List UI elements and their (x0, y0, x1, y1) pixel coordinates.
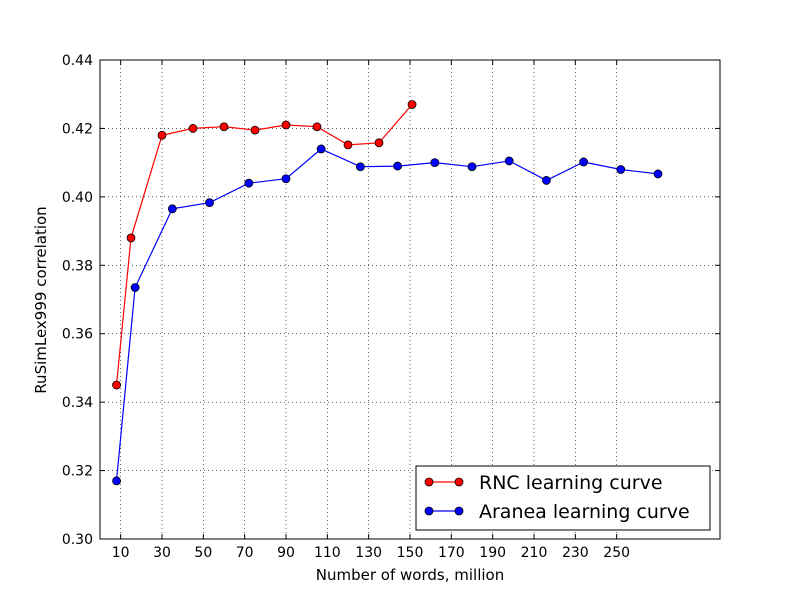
data-point-rnc (112, 380, 121, 390)
y-tick-label: 0.36 (62, 327, 93, 343)
data-point-rnc (374, 138, 384, 148)
x-tick-label: 210 (521, 545, 548, 561)
series-line-aranea (115, 148, 659, 481)
data-point-rnc (126, 233, 136, 243)
y-tick-label: 0.32 (62, 464, 93, 480)
y-tick-label: 0.38 (62, 258, 93, 274)
legend-box (415, 465, 711, 531)
x-tick-label: 70 (236, 545, 254, 561)
x-tick-label: 110 (314, 545, 341, 561)
legend-marker-aranea (454, 506, 464, 516)
data-point-aranea (130, 283, 140, 292)
y-tick-label: 0.34 (62, 395, 93, 411)
x-tick-label: 50 (194, 545, 212, 561)
x-tick-label: 130 (355, 545, 382, 561)
legend-label-rnc: RNC learning curve (479, 472, 663, 494)
x-tick-label: 10 (112, 545, 130, 561)
legend-label-aranea: Aranea learning curve (479, 501, 690, 523)
data-point-aranea (316, 144, 326, 154)
x-axis-label: Number of words, million (316, 566, 504, 584)
data-point-aranea (504, 156, 514, 166)
axis-ticks: 10 30 50 70 90 110 130 150 170 190 210 230 250 0.30 0.… (62, 53, 720, 561)
data-point-aranea (616, 165, 626, 174)
data-point-rnc (281, 120, 291, 130)
data-point-aranea (281, 174, 291, 184)
data-point-aranea (579, 157, 588, 167)
x-tick-label: 170 (438, 545, 465, 561)
data-point-aranea (205, 198, 214, 208)
x-tick-label: 150 (397, 545, 424, 561)
legend: RNC learning curve Aranea learning curve (415, 465, 711, 531)
data-point-aranea (244, 178, 254, 188)
data-point-rnc (250, 125, 260, 135)
data-point-aranea (393, 161, 403, 171)
legend-marker-rnc (454, 477, 464, 487)
data-point-rnc (312, 122, 322, 132)
x-tick-label: 250 (603, 545, 630, 561)
x-tick-label: 90 (277, 545, 295, 561)
data-point-aranea (355, 162, 365, 172)
data-point-rnc (219, 122, 229, 132)
data-point-aranea (430, 158, 440, 168)
data-point-rnc (157, 130, 167, 140)
data-point-rnc (343, 140, 353, 150)
data-point-rnc (188, 124, 198, 133)
y-tick-label: 0.40 (62, 190, 93, 206)
y-tick-label: 0.30 (62, 532, 93, 548)
x-tick-label: 230 (562, 545, 589, 561)
legend-marker-aranea (424, 506, 434, 516)
y-axis-label: RuSimLex999 correlation (32, 206, 50, 393)
data-series (112, 100, 663, 486)
data-point-aranea (653, 169, 663, 179)
legend-marker-rnc (424, 477, 434, 487)
y-tick-label: 0.44 (62, 53, 93, 69)
x-tick-label: 30 (153, 545, 171, 561)
data-point-rnc (407, 100, 417, 109)
data-point-aranea (167, 204, 177, 214)
data-point-aranea (542, 176, 551, 185)
data-point-aranea (467, 162, 477, 172)
data-point-aranea (112, 476, 121, 486)
x-tick-label: 190 (479, 545, 506, 561)
y-tick-label: 0.42 (62, 121, 93, 137)
